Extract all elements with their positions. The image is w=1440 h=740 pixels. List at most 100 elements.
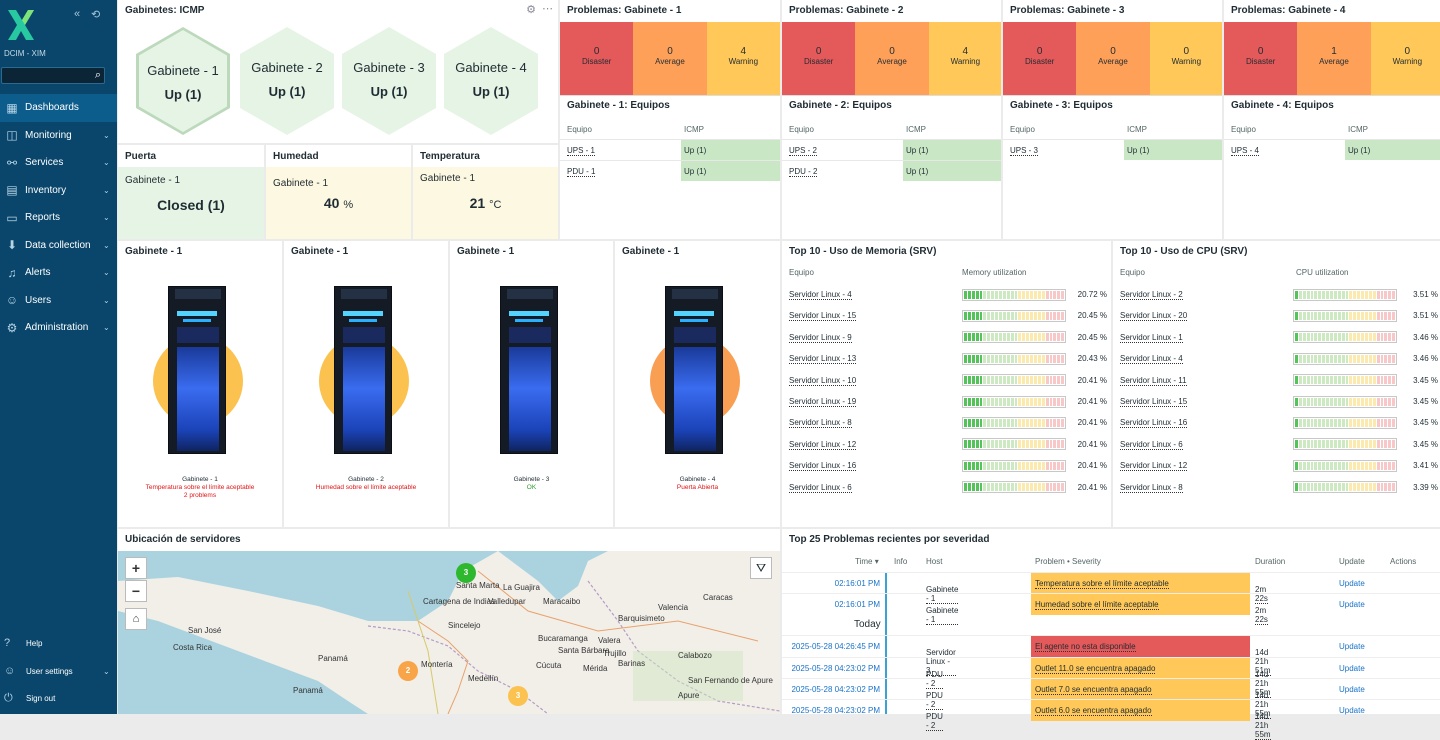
host-link[interactable]: Servidor Linux - 20 (1120, 311, 1188, 322)
problem-link[interactable]: Temperatura sobre el límite aceptable (1035, 579, 1169, 589)
host-link[interactable]: PDU - 1 (567, 166, 596, 177)
filter-icon[interactable]: ⛛ (750, 557, 772, 579)
problem-time-link[interactable]: 2025-05-28 04:23:02 PM (791, 664, 880, 673)
host-link[interactable]: Gabinete - 1 (926, 606, 959, 625)
menu-administration[interactable]: ⚙ Administration ⌄ (0, 314, 117, 342)
update-link[interactable]: Update (1339, 664, 1365, 673)
search-icon[interactable]: ⌕ (94, 69, 101, 81)
kiosk-mode-icon[interactable]: ⟲ (91, 9, 101, 21)
menu-dashboards[interactable]: ▦ Dashboards (0, 94, 117, 122)
warning-count[interactable]: 0 Warning (1149, 22, 1222, 95)
host-link[interactable]: Servidor Linux - 4 (1120, 354, 1183, 365)
update-link[interactable]: Update (1339, 685, 1365, 694)
geomap[interactable]: Santa Marta Cartagena de Indias Valledupar… (118, 551, 780, 714)
duration-link[interactable]: 14d 21h 51m (1255, 648, 1271, 676)
host-link[interactable]: Servidor Linux - 2 (1120, 290, 1183, 300)
host-link[interactable]: Gabinete - 1 (926, 585, 959, 604)
warning-count[interactable]: 4 Warning (706, 22, 780, 95)
host-link[interactable]: Servidor Linux - 16 (789, 461, 857, 472)
problem-time-link[interactable]: 02:16:01 PM (834, 579, 880, 588)
average-count[interactable]: 1 Average (1297, 22, 1371, 95)
menu-services[interactable]: ⚯ Services ⌄ (0, 149, 117, 177)
update-link[interactable]: Update (1339, 642, 1365, 651)
rack-image[interactable] (500, 286, 558, 454)
menu-data-collection[interactable]: ⬇ Data collection ⌄ (0, 232, 117, 260)
problem-link[interactable]: Outlet 6.0 se encuentra apagado (1035, 706, 1152, 716)
rack-image[interactable] (168, 286, 226, 454)
host-link[interactable]: Servidor Linux - 6 (789, 482, 852, 493)
menu-users[interactable]: ☺ Users ⌄ (0, 287, 117, 315)
rack-image[interactable] (334, 286, 392, 454)
update-link[interactable]: Update (1339, 600, 1365, 609)
menu-inventory[interactable]: ▤ Inventory ⌄ (0, 177, 117, 205)
warning-count[interactable]: 4 Warning (928, 22, 1001, 95)
more-icon[interactable]: ⋯ (542, 3, 553, 15)
help-link[interactable]: ? Help (4, 637, 43, 649)
problem-link[interactable]: Outlet 7.0 se encuentra apagado (1035, 685, 1152, 695)
disaster-count[interactable]: 0 Disaster (1003, 22, 1077, 95)
host-link[interactable]: Servidor Linux - 12 (789, 439, 857, 450)
hex-gabinete-3[interactable]: Gabinete - 3 Up (1) (342, 27, 436, 135)
hex-gabinete-4[interactable]: Gabinete - 4 Up (1) (444, 27, 538, 135)
host-link[interactable]: Servidor Linux - 16 (1120, 418, 1188, 429)
host-link[interactable]: Servidor Linux - 13 (789, 354, 857, 365)
host-link[interactable]: Servidor Linux - 4 (789, 290, 852, 300)
zoom-in-button[interactable]: + (125, 557, 147, 579)
hex-gabinete-1[interactable]: Gabinete - 1 Up (1) (136, 27, 230, 135)
host-link[interactable]: Servidor Linux - 8 (1120, 482, 1183, 493)
average-count[interactable]: 0 Average (1076, 22, 1150, 95)
sort-time-header[interactable]: Time ▾ (855, 557, 879, 566)
sidebar-search-input[interactable]: ⌕ (1, 67, 105, 84)
map-cluster[interactable]: 3 (508, 686, 528, 706)
host-link[interactable]: UPS - 2 (789, 145, 818, 156)
menu-alerts[interactable]: ♫ Alerts ⌄ (0, 259, 117, 287)
average-count[interactable]: 0 Average (633, 22, 707, 95)
host-link[interactable]: PDU - 2 (926, 670, 943, 689)
problem-link[interactable]: El agente no esta disponible (1035, 642, 1136, 652)
problem-time-link[interactable]: 2025-05-28 04:23:02 PM (791, 706, 880, 715)
disaster-count[interactable]: 0 Disaster (560, 22, 634, 95)
host-link[interactable]: Servidor Linux - 10 (789, 375, 857, 386)
host-link[interactable]: Servidor Linux - 8 (789, 418, 852, 429)
duration-link[interactable]: 14d 21h 55m (1255, 670, 1271, 698)
problem-link[interactable]: Outlet 11.0 se encuentra apagado (1035, 664, 1156, 674)
duration-link[interactable]: 2m 22s (1255, 585, 1268, 604)
problem-link[interactable]: Humedad sobre el límite aceptable (1035, 600, 1159, 610)
host-link[interactable]: PDU - 2 (926, 712, 943, 731)
host-link[interactable]: Servidor Linux - 1 (1120, 332, 1183, 343)
menu-reports[interactable]: ▭ Reports ⌄ (0, 204, 117, 232)
zabbix-logo-icon[interactable] (6, 8, 36, 42)
sign-out-link[interactable]: ⏻ Sign out (4, 691, 56, 704)
warning-count[interactable]: 0 Warning (1370, 22, 1440, 95)
gear-icon[interactable]: ⚙ (526, 4, 536, 16)
duration-link[interactable]: 2m 22s (1255, 606, 1268, 625)
hex-gabinete-2[interactable]: Gabinete - 2 Up (1) (240, 27, 334, 135)
host-link[interactable]: Servidor Linux - 9 (789, 332, 852, 343)
problem-time-link[interactable]: 02:16:01 PM (834, 600, 880, 609)
zoom-out-button[interactable]: − (125, 580, 147, 602)
user-settings-link[interactable]: ☺ User settings ⌄ (0, 664, 117, 678)
host-link[interactable]: UPS - 1 (567, 145, 596, 156)
host-link[interactable]: UPS - 4 (1231, 145, 1260, 156)
host-link[interactable]: PDU - 2 (789, 166, 818, 177)
problem-time-link[interactable]: 2025-05-28 04:26:45 PM (791, 642, 880, 651)
host-link[interactable]: UPS - 3 (1010, 145, 1039, 156)
host-link[interactable]: Servidor Linux - 19 (789, 397, 857, 407)
map-cluster[interactable]: 3 (456, 563, 476, 583)
host-link[interactable]: Servidor Linux - 11 (1120, 375, 1187, 386)
home-icon[interactable]: ⌂ (125, 608, 147, 630)
host-link[interactable]: Servidor Linux - 3 (926, 648, 956, 676)
host-link[interactable]: Servidor Linux - 15 (789, 311, 857, 322)
duration-link[interactable]: 14d 21h 55m (1255, 712, 1271, 740)
update-link[interactable]: Update (1339, 706, 1365, 715)
disaster-count[interactable]: 0 Disaster (1224, 22, 1298, 95)
map-cluster[interactable]: 2 (398, 661, 418, 681)
update-link[interactable]: Update (1339, 579, 1365, 588)
problem-time-link[interactable]: 2025-05-28 04:23:02 PM (791, 685, 880, 694)
average-count[interactable]: 0 Average (855, 22, 929, 95)
menu-monitoring[interactable]: ◫ Monitoring ⌄ (0, 122, 117, 150)
host-link[interactable]: Servidor Linux - 15 (1120, 397, 1188, 407)
disaster-count[interactable]: 0 Disaster (782, 22, 856, 95)
rack-image[interactable] (665, 286, 723, 454)
collapse-sidebar-icon[interactable]: « (74, 8, 81, 20)
